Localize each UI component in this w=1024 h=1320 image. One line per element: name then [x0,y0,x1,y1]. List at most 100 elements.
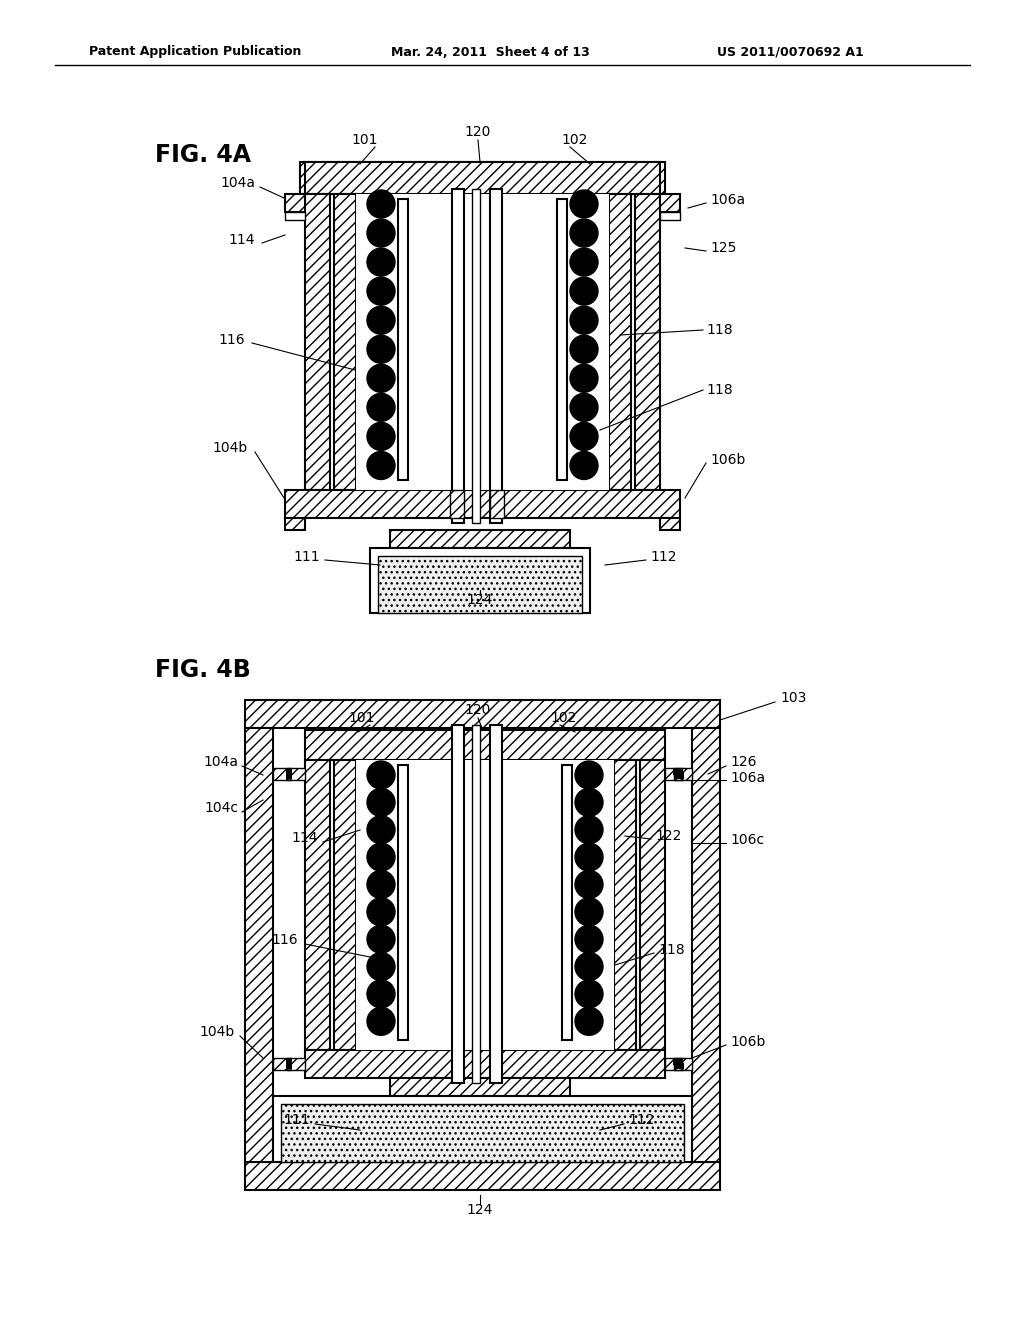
Circle shape [367,979,395,1008]
Bar [614,760,636,1049]
Circle shape [575,925,603,953]
Bar [398,199,408,480]
Circle shape [367,953,395,981]
Bar [334,760,356,1049]
Text: 126: 126 [730,755,757,770]
Circle shape [367,1007,395,1035]
Circle shape [367,422,395,450]
Text: FIG. 4B: FIG. 4B [155,657,251,682]
Bar [305,162,660,194]
Bar [609,194,631,490]
Text: 124: 124 [467,593,494,607]
Bar [285,213,305,220]
Circle shape [575,953,603,981]
Text: 104b: 104b [213,441,248,455]
Bar [555,162,665,194]
Circle shape [367,925,395,953]
Circle shape [367,219,395,247]
Text: 114: 114 [228,234,255,247]
Bar [245,700,720,729]
Bar [300,162,410,194]
Circle shape [570,393,598,421]
Bar [640,760,665,1049]
Circle shape [570,422,598,450]
Bar [452,189,464,523]
Bar [472,725,480,1082]
Bar [285,490,680,517]
Bar [334,194,356,490]
Bar [305,1049,665,1078]
Circle shape [575,898,603,925]
Text: 101: 101 [352,133,378,147]
Bar [390,531,570,548]
Circle shape [575,979,603,1008]
Circle shape [575,1007,603,1035]
Bar [245,1162,720,1191]
Text: 103: 103 [780,690,806,705]
Bar [674,1059,692,1071]
Circle shape [367,190,395,218]
Bar [490,490,504,517]
Bar [370,548,590,612]
Bar [562,766,572,1040]
Text: 118: 118 [706,383,732,397]
Bar [490,725,502,1082]
Text: 106b: 106b [730,1035,765,1049]
Bar [557,199,567,480]
Text: 104a: 104a [220,176,255,190]
Bar [305,730,665,760]
Bar [281,1104,684,1162]
Text: 112: 112 [650,550,677,564]
Bar [410,162,555,194]
Bar [452,725,464,1082]
Circle shape [367,335,395,363]
Text: 120: 120 [465,704,492,717]
Circle shape [570,190,598,218]
Bar [356,194,609,490]
Text: 102: 102 [551,711,578,725]
Bar [356,760,614,1049]
Circle shape [367,393,395,421]
Text: 104c: 104c [204,801,238,814]
Text: 106b: 106b [710,453,745,467]
Text: 118: 118 [706,323,732,337]
Bar [273,1096,692,1162]
Bar [273,768,291,780]
Bar [472,189,480,523]
Text: 104b: 104b [200,1026,234,1039]
Text: 116: 116 [218,333,245,347]
Circle shape [367,816,395,843]
Text: 106a: 106a [710,193,745,207]
Text: 118: 118 [658,942,685,957]
Circle shape [570,335,598,363]
Text: 106a: 106a [730,771,765,785]
Text: 125: 125 [710,242,736,255]
Bar [305,760,330,1049]
Bar [660,517,680,531]
Text: 106c: 106c [730,833,764,847]
Circle shape [367,870,395,899]
Text: Patent Application Publication: Patent Application Publication [89,45,301,58]
Bar [674,768,692,780]
Circle shape [367,788,395,816]
Text: 112: 112 [628,1113,654,1127]
Text: 111: 111 [293,550,319,564]
Text: 101: 101 [349,711,375,725]
Circle shape [575,843,603,871]
Bar [660,194,680,213]
Bar [285,517,305,531]
Bar [692,729,720,1162]
Text: 114: 114 [292,832,318,845]
Bar [378,556,582,612]
Bar [273,1059,291,1071]
Circle shape [575,762,603,789]
Bar [285,194,305,213]
Bar [398,766,408,1040]
Text: 122: 122 [655,829,681,843]
Text: 111: 111 [284,1113,310,1127]
Bar [635,194,660,490]
Circle shape [575,816,603,843]
Circle shape [367,306,395,334]
Circle shape [570,306,598,334]
Circle shape [570,219,598,247]
